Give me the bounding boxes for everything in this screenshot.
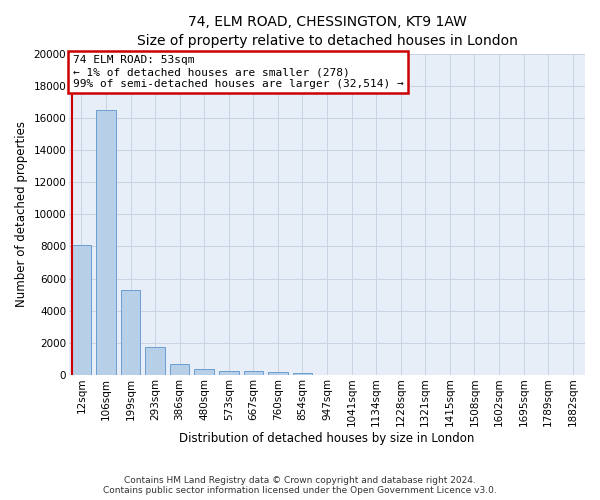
Text: 74 ELM ROAD: 53sqm
← 1% of detached houses are smaller (278)
99% of semi-detache: 74 ELM ROAD: 53sqm ← 1% of detached hous… — [73, 56, 404, 88]
Bar — [170, 364, 190, 375]
Bar — [96, 110, 116, 375]
Text: Contains HM Land Registry data © Crown copyright and database right 2024.
Contai: Contains HM Land Registry data © Crown c… — [103, 476, 497, 495]
Bar — [71, 245, 91, 375]
Bar — [219, 370, 239, 375]
Bar — [145, 347, 165, 375]
Bar — [268, 372, 288, 375]
Bar — [293, 372, 313, 375]
X-axis label: Distribution of detached houses by size in London: Distribution of detached houses by size … — [179, 432, 475, 445]
Bar — [244, 372, 263, 375]
Title: 74, ELM ROAD, CHESSINGTON, KT9 1AW
Size of property relative to detached houses : 74, ELM ROAD, CHESSINGTON, KT9 1AW Size … — [137, 15, 517, 48]
Bar — [194, 370, 214, 375]
Bar — [121, 290, 140, 375]
Y-axis label: Number of detached properties: Number of detached properties — [15, 122, 28, 308]
